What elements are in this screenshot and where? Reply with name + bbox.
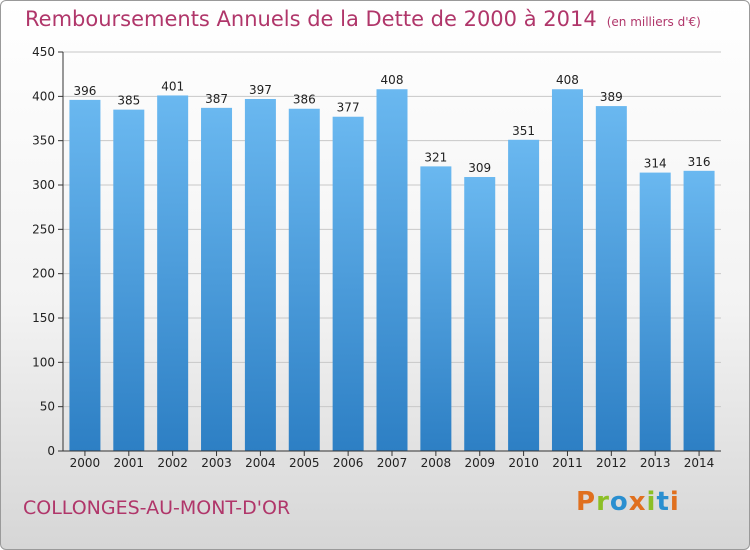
logo-letter: o — [609, 487, 629, 517]
y-tick-label: 50 — [40, 400, 55, 414]
x-tick-label: 2013 — [640, 456, 671, 470]
bar-value-label: 351 — [512, 124, 535, 138]
x-tick-label: 2001 — [114, 456, 145, 470]
bar-2013 — [639, 172, 671, 451]
proxiti-logo: Proxiti — [576, 487, 680, 517]
x-tick-label: 2008 — [421, 456, 452, 470]
logo-letter: x — [628, 487, 647, 517]
x-tick-label: 2014 — [684, 456, 715, 470]
bar-2000 — [69, 99, 101, 451]
y-tick-label: 0 — [47, 444, 55, 458]
bar-2003 — [201, 107, 233, 452]
y-tick-label: 100 — [32, 355, 55, 369]
bar-2008 — [420, 166, 452, 451]
logo-letter: r — [596, 487, 610, 517]
bar-value-label: 385 — [117, 94, 140, 108]
x-tick-label: 2010 — [508, 456, 539, 470]
unit-label: (en milliers d'€) — [606, 15, 701, 29]
bar-value-label: 321 — [424, 150, 447, 164]
chart-title: Remboursements Annuels de la Dette de 20… — [25, 7, 701, 31]
y-tick-label: 450 — [32, 45, 55, 59]
x-tick-label: 2005 — [289, 456, 320, 470]
logo-letter: i — [646, 487, 657, 517]
y-tick-label: 200 — [32, 267, 55, 281]
bar-2006 — [332, 116, 364, 451]
y-tick-label: 400 — [32, 89, 55, 103]
y-tick-label: 300 — [32, 178, 55, 192]
bar-value-label: 397 — [249, 83, 272, 97]
bar-2005 — [288, 108, 320, 451]
bar-value-label: 314 — [644, 157, 667, 171]
x-tick-label: 2002 — [157, 456, 188, 470]
x-tick-label: 2009 — [464, 456, 495, 470]
x-tick-label: 2004 — [245, 456, 276, 470]
place-name: COLLONGES-AU-MONT-D'OR — [23, 497, 291, 519]
bar-value-label: 386 — [293, 93, 316, 107]
y-tick-label: 350 — [32, 134, 55, 148]
bar-2001 — [113, 109, 145, 451]
x-tick-label: 2003 — [201, 456, 232, 470]
bar-2004 — [244, 98, 276, 451]
bar-value-label: 389 — [600, 90, 623, 104]
bar-value-label: 408 — [556, 73, 579, 87]
logo-letter: i — [669, 487, 680, 517]
x-tick-label: 2012 — [596, 456, 627, 470]
x-tick-label: 2000 — [70, 456, 101, 470]
bar-value-label: 396 — [73, 84, 96, 98]
logo-letter: t — [656, 487, 670, 517]
bar-value-label: 377 — [337, 101, 360, 115]
bar-2007 — [376, 89, 408, 452]
bar-2014 — [683, 170, 715, 451]
bar-value-label: 401 — [161, 79, 184, 93]
bar-2002 — [157, 95, 189, 452]
bar-value-label: 387 — [205, 92, 228, 106]
y-tick-label: 250 — [32, 222, 55, 236]
x-tick-label: 2006 — [333, 456, 364, 470]
bar-value-label: 408 — [381, 73, 404, 87]
y-tick-label: 150 — [32, 311, 55, 325]
bar-2012 — [595, 106, 627, 451]
bar-2010 — [508, 139, 540, 451]
bar-value-label: 316 — [688, 155, 711, 169]
bar-2009 — [464, 177, 496, 451]
x-tick-label: 2011 — [552, 456, 583, 470]
bar-2011 — [551, 89, 583, 452]
bar-value-label: 309 — [468, 161, 491, 175]
x-tick-label: 2007 — [377, 456, 408, 470]
logo-letter: P — [576, 487, 597, 517]
